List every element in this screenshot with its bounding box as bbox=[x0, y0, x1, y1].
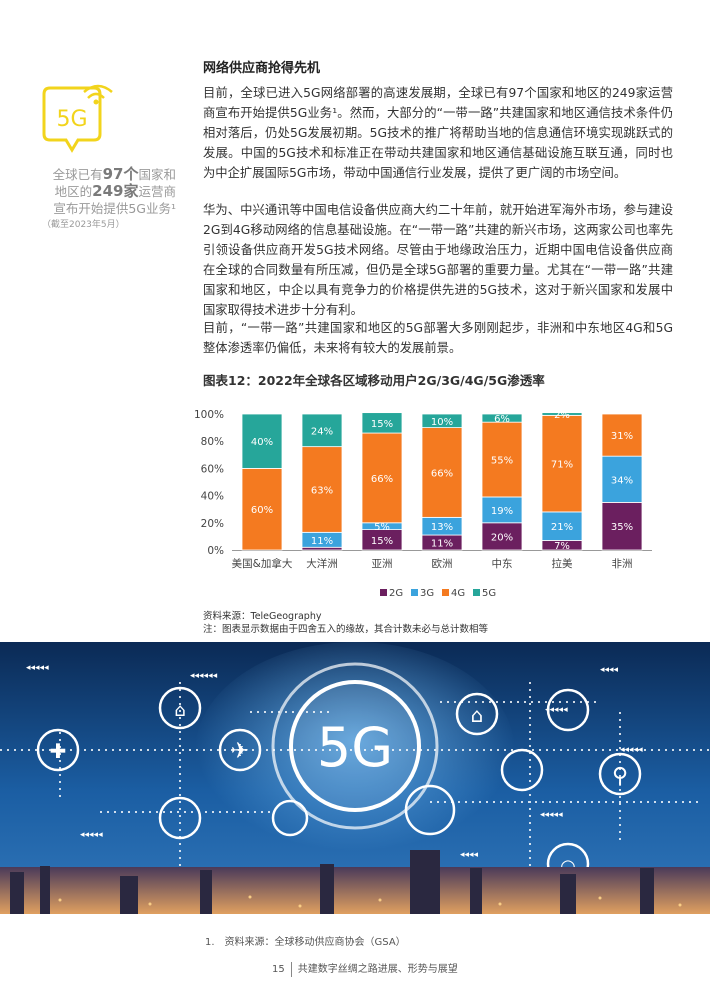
data-label: 7% bbox=[554, 541, 570, 552]
chart-title: 图表12：2022年全球各区域移动用户2G/3G/4G/5G渗透率 bbox=[203, 373, 545, 388]
data-label: 63% bbox=[311, 485, 333, 496]
footnote: 1. 资料来源：全球移动供应商协会（GSA） bbox=[205, 937, 406, 948]
bar-segment bbox=[301, 546, 343, 551]
data-label: 6% bbox=[494, 414, 510, 425]
data-label: 10% bbox=[431, 417, 453, 428]
bar-segment bbox=[361, 412, 403, 434]
bar-segment bbox=[481, 413, 523, 423]
bar-segment bbox=[541, 511, 583, 541]
bar-segment bbox=[361, 432, 403, 524]
svg-text:✚: ✚ bbox=[50, 739, 67, 763]
svg-text:◂◂◂◂◂: ◂◂◂◂◂ bbox=[545, 705, 568, 715]
data-label: 66% bbox=[371, 474, 393, 485]
svg-text:◂◂◂◂◂: ◂◂◂◂◂ bbox=[620, 745, 643, 755]
y-tick-label: 20% bbox=[201, 518, 224, 530]
paragraph-2: 华为、中兴通讯等中国电信设备供应商大约二十年前，就开始进军海外市场，参与建设2G… bbox=[203, 203, 673, 317]
bar-segment bbox=[601, 455, 643, 503]
legend-label: 5G bbox=[482, 588, 496, 599]
svg-text:◂◂◂◂: ◂◂◂◂ bbox=[460, 850, 479, 860]
data-label: 21% bbox=[551, 522, 573, 533]
legend-label: 2G bbox=[389, 588, 403, 599]
hero-5g-label: 5G bbox=[317, 716, 393, 779]
bar-segment bbox=[421, 427, 463, 518]
section-heading: 网络供应商抢得先机 bbox=[203, 61, 321, 76]
y-tick-label: 0% bbox=[207, 545, 224, 557]
bar-segment bbox=[601, 502, 643, 551]
data-label: 2% bbox=[554, 410, 570, 421]
sidebar-note: （截至2023年5月） bbox=[42, 220, 125, 230]
data-label: 5% bbox=[374, 522, 390, 533]
bar-segment bbox=[541, 412, 583, 416]
x-tick-label: 大洋洲 bbox=[306, 557, 338, 570]
svg-text:⌂: ⌂ bbox=[174, 700, 185, 721]
data-label: 40% bbox=[251, 437, 273, 448]
5g-bubble-icon: 5G bbox=[32, 84, 124, 164]
x-tick-label: 非洲 bbox=[612, 558, 633, 570]
legend-label: 3G bbox=[420, 588, 434, 599]
x-tick-label: 亚洲 bbox=[372, 558, 393, 570]
legend-swatch bbox=[473, 589, 480, 596]
data-label: 55% bbox=[491, 456, 513, 467]
data-label: 60% bbox=[251, 505, 273, 516]
svg-text:◂◂◂◂◂◂: ◂◂◂◂◂◂ bbox=[190, 671, 218, 681]
x-tick-label: 拉美 bbox=[552, 557, 573, 570]
data-label: 31% bbox=[611, 431, 633, 442]
paragraph-3: 目前，“一带一路”共建国家和地区的5G部署大多刚刚起步，非洲和中东地区4G和5G… bbox=[203, 321, 673, 355]
data-label: 20% bbox=[491, 532, 513, 543]
svg-text:✈: ✈ bbox=[231, 739, 249, 764]
data-label: 11% bbox=[311, 536, 333, 547]
y-tick-label: 100% bbox=[194, 409, 224, 421]
data-label: 34% bbox=[611, 475, 633, 486]
x-tick-label: 中东 bbox=[492, 557, 513, 570]
svg-text:◂◂◂◂: ◂◂◂◂ bbox=[600, 665, 619, 675]
svg-text:⌂: ⌂ bbox=[471, 703, 484, 727]
page-number: 15 bbox=[272, 964, 285, 975]
bar-segment bbox=[481, 421, 523, 498]
data-label: 71% bbox=[551, 460, 573, 471]
data-label: 15% bbox=[371, 536, 393, 547]
5g-hero-image: ◂◂◂◂◂ ◂◂◂◂◂◂ ◂◂◂◂◂ ◂◂◂◂ ◂◂◂◂◂ ◂◂◂◂◂ ◂◂◂◂… bbox=[0, 642, 710, 914]
x-tick-label: 美国&加拿大 bbox=[232, 557, 293, 570]
bar-segment bbox=[241, 468, 283, 551]
sidebar-callout: 全球已有97个国家和 地区的249家运营商 宣布开始提供5G业务¹ （截至202… bbox=[36, 166, 176, 234]
data-label: 11% bbox=[431, 539, 453, 550]
svg-text:◂◂◂◂◂: ◂◂◂◂◂ bbox=[80, 830, 103, 840]
legend-swatch bbox=[380, 589, 387, 596]
svg-text:⚲: ⚲ bbox=[612, 764, 628, 789]
page-footer: 15 共建数字丝绸之路进展、形势与展望 bbox=[272, 960, 458, 977]
chart-source: 资料来源：TeleGeography 注：图表显示数据由于四舍五入的缘故，其合计… bbox=[203, 611, 489, 635]
y-tick-label: 40% bbox=[201, 491, 224, 503]
bar-segment bbox=[241, 413, 283, 469]
data-label: 35% bbox=[611, 522, 633, 533]
bar-segment bbox=[301, 413, 343, 448]
bar-segment bbox=[421, 413, 463, 429]
legend-swatch bbox=[411, 589, 418, 596]
legend-label: 4G bbox=[451, 588, 465, 599]
data-label: 15% bbox=[371, 419, 393, 430]
5g-icon-label: 5G bbox=[56, 107, 87, 132]
data-label: 13% bbox=[431, 522, 453, 533]
legend-swatch bbox=[442, 589, 449, 596]
bar-segment bbox=[601, 413, 643, 457]
report-title: 共建数字丝绸之路进展、形势与展望 bbox=[297, 964, 458, 975]
y-tick-label: 80% bbox=[201, 436, 224, 448]
bar-segment bbox=[301, 446, 343, 533]
x-tick-label: 欧洲 bbox=[432, 558, 453, 570]
bar-segment bbox=[481, 496, 523, 524]
svg-text:◂◂◂◂◂: ◂◂◂◂◂ bbox=[540, 810, 563, 820]
data-label: 19% bbox=[491, 506, 513, 517]
data-label: 66% bbox=[431, 468, 453, 479]
y-tick-label: 60% bbox=[201, 463, 224, 475]
data-label: 24% bbox=[311, 426, 333, 437]
penetration-chart: 0% 20% 40% 60% 80% 100% 60% 40% 美国&加拿大 11% 63% 24% 大… bbox=[190, 400, 660, 612]
svg-text:◂◂◂◂◂: ◂◂◂◂◂ bbox=[26, 663, 49, 673]
paragraph-1: 目前，全球已进入5G网络部署的高速发展期，全球已有97个国家和地区的249家运营… bbox=[203, 86, 673, 180]
